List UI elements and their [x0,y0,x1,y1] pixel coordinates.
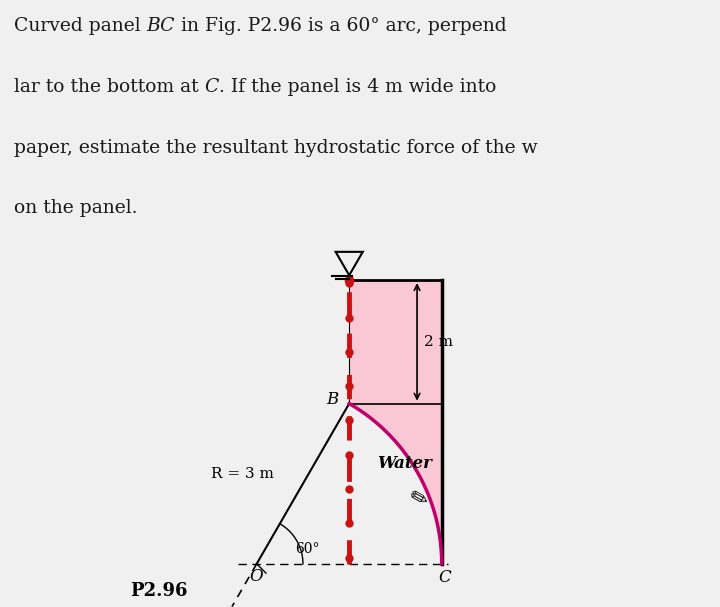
Text: BC: BC [147,18,175,35]
Text: lar to the bottom at: lar to the bottom at [14,78,204,96]
Text: Curved panel: Curved panel [14,18,147,35]
Text: 60°: 60° [295,541,320,556]
Text: O: O [249,568,263,585]
Polygon shape [349,280,441,564]
Text: C: C [438,569,451,586]
Text: on the panel.: on the panel. [14,199,138,217]
Text: 2 m: 2 m [425,335,454,349]
Text: P2.96: P2.96 [130,582,188,600]
Text: . If the panel is 4 m wide into: . If the panel is 4 m wide into [219,78,496,96]
Text: ✏: ✏ [405,486,431,512]
Text: paper, estimate the resultant hydrostatic force of the w: paper, estimate the resultant hydrostati… [14,138,538,157]
Text: Water: Water [377,455,432,472]
Text: B: B [325,390,338,407]
Text: C: C [204,78,219,96]
Text: in Fig. P2.96 is a 60° arc, perpend: in Fig. P2.96 is a 60° arc, perpend [175,18,507,35]
Text: R = 3 m: R = 3 m [212,467,274,481]
